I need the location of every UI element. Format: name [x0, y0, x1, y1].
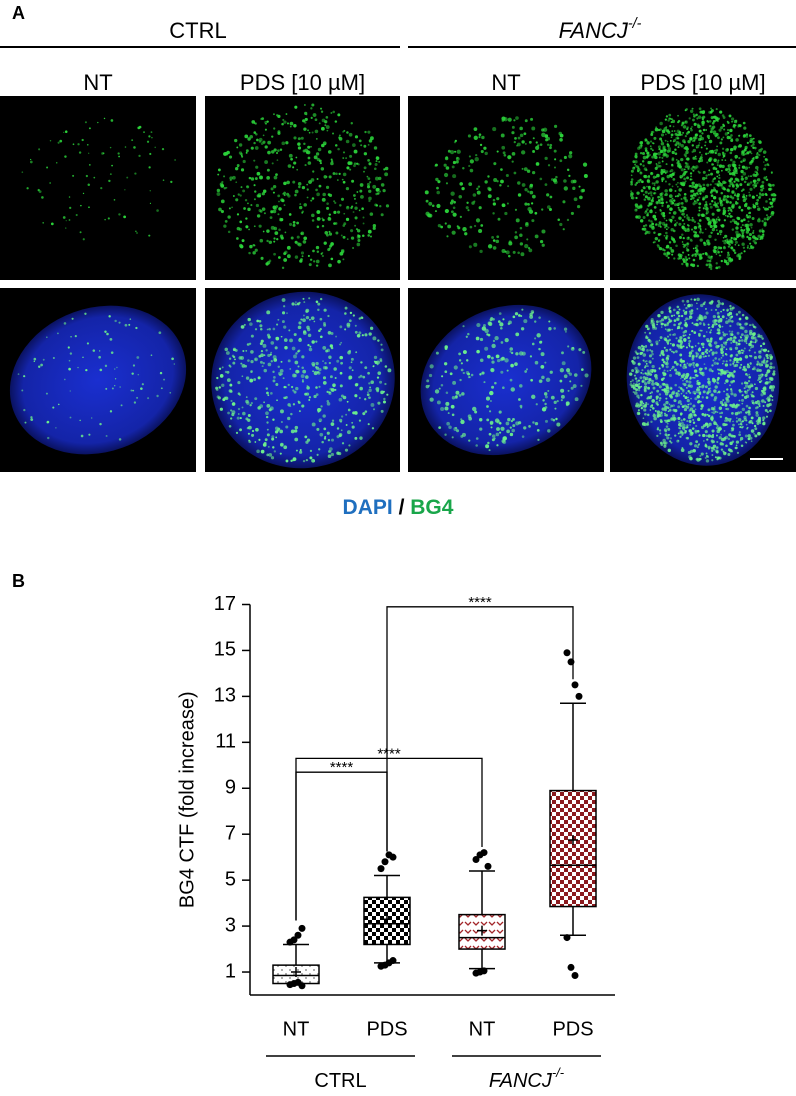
- foci: [17, 312, 175, 441]
- group-name: CTRL: [169, 18, 226, 43]
- foci: [629, 107, 777, 271]
- group-name: FANCJ: [559, 18, 629, 43]
- outlier: [563, 649, 571, 657]
- nucleus: [9, 305, 187, 455]
- column-label: NT: [491, 70, 520, 95]
- column-label: NT: [83, 70, 112, 95]
- outlier: [472, 855, 480, 863]
- panel-label: B: [12, 571, 25, 591]
- y-axis-label: BG4 CTF (fold increase): [176, 691, 198, 908]
- mean-marker: [568, 834, 578, 845]
- outlier: [389, 957, 397, 965]
- outlier: [290, 936, 298, 944]
- outlier: [294, 931, 302, 939]
- outlier: [480, 967, 488, 975]
- y-tick-label: 11: [215, 731, 236, 753]
- group-superscript: -/-: [628, 16, 642, 32]
- foci: [425, 308, 589, 452]
- outlier: [389, 853, 397, 861]
- mean-marker: [382, 914, 392, 925]
- group-name: CTRL: [314, 1070, 366, 1092]
- outlier: [571, 971, 579, 979]
- panel-a: CTRL FANCJ-/- NT PDS [10 µM] NT PDS [10 µM] DA…: [0, 16, 796, 519]
- outlier: [567, 963, 575, 971]
- outlier: [563, 934, 571, 942]
- foci: [628, 297, 776, 463]
- y-tick-label: 13: [214, 685, 236, 707]
- legend-bg4: BG4: [410, 496, 454, 519]
- group-label: CTRL: [314, 1070, 366, 1092]
- foci: [215, 297, 392, 463]
- mean-marker: [477, 925, 487, 936]
- micrograph: [408, 96, 604, 280]
- y-tick-label: 3: [225, 914, 236, 936]
- significance-label: ****: [468, 594, 492, 611]
- y-tick-label: 9: [225, 777, 236, 799]
- group-label: FANCJ-/-: [489, 1065, 565, 1092]
- x-tick-label: PDS: [366, 1018, 407, 1040]
- foci: [21, 117, 176, 241]
- outlier: [480, 849, 488, 857]
- group-name: FANCJ: [489, 1070, 553, 1092]
- column-label: PDS [10 µM]: [240, 70, 365, 95]
- x-tick-label: PDS: [552, 1018, 593, 1040]
- significance-label: ****: [330, 759, 354, 776]
- micrograph: [0, 96, 196, 280]
- legend-dapi: DAPI: [343, 496, 393, 519]
- column-label: PDS [10 µM]: [640, 70, 765, 95]
- foci: [424, 116, 588, 258]
- box: [549, 789, 597, 908]
- foci: [216, 103, 390, 270]
- y-tick-label: 1: [225, 960, 236, 982]
- x-tick-label: NT: [469, 1018, 496, 1040]
- outlier: [381, 858, 389, 866]
- significance-label: ****: [377, 745, 401, 762]
- mean-marker: [291, 967, 301, 978]
- outlier: [484, 862, 492, 870]
- legend-separator: /: [393, 496, 411, 519]
- group-label: FANCJ-/-: [559, 16, 642, 43]
- panel-label: A: [12, 3, 25, 23]
- outlier: [575, 692, 583, 700]
- outlier: [298, 924, 306, 932]
- group-superscript: -/-: [552, 1065, 565, 1080]
- outlier: [377, 865, 385, 873]
- y-tick-label: 7: [225, 822, 236, 844]
- group-label: CTRL: [169, 18, 226, 43]
- outlier: [298, 982, 306, 990]
- significance-bracket: [386, 606, 574, 852]
- stain-legend: DAPI / BG4: [343, 496, 454, 519]
- significance-bracket: [295, 757, 483, 921]
- nucleus: [420, 304, 592, 456]
- y-tick-label: 17: [214, 593, 236, 615]
- outlier: [571, 681, 579, 689]
- y-tick-label: 5: [225, 868, 236, 890]
- y-tick-label: 15: [214, 639, 236, 661]
- x-tick-label: NT: [283, 1018, 310, 1040]
